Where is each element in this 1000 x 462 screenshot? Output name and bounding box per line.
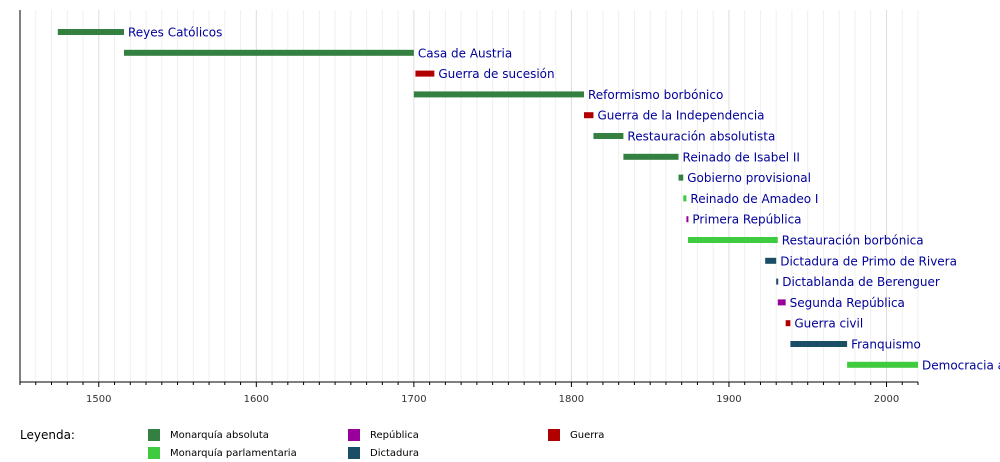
period-label: Restauración borbónica [782, 234, 924, 248]
period-bar [686, 216, 689, 223]
legend-label: Dictadura [370, 447, 419, 459]
legend-label: Monarquía parlamentaria [170, 447, 297, 459]
period-label: Segunda República [790, 296, 905, 310]
period-bar [413, 91, 585, 98]
period-bar [123, 49, 414, 56]
legend-item: República [348, 429, 419, 441]
legend-item: Dictadura [348, 447, 419, 459]
period-label: Primera República [692, 213, 801, 227]
period-label: Gobierno provisional [687, 171, 811, 185]
period-bar [415, 70, 435, 77]
x-tick-label: 1600 [244, 394, 269, 405]
period-bar [776, 278, 779, 285]
legend-swatch [348, 447, 360, 459]
period-bar [623, 153, 679, 160]
x-tick-label: 1900 [716, 394, 741, 405]
period-label: Reyes Católicos [128, 26, 222, 40]
legend-swatch [348, 429, 360, 441]
period-bar [687, 237, 778, 243]
period-label: Reinado de Isabel II [683, 150, 800, 164]
period-bar [584, 112, 594, 119]
legend-label: Monarquía absoluta [170, 429, 269, 441]
legend-item: Guerra [548, 429, 604, 441]
legend-item: Monarquía absoluta [148, 429, 269, 441]
period-label: Guerra de la Independencia [597, 109, 764, 123]
legend-label: Guerra [570, 429, 605, 441]
x-axis: 1500 1600 1700 1800 1900 2000 [19, 10, 919, 405]
legend-swatch [148, 429, 160, 441]
x-tick-label: 1500 [86, 394, 111, 405]
x-tick-label: 2000 [874, 394, 899, 405]
period-label: Dictablanda de Berenguer [782, 275, 940, 289]
period-label: Reformismo borbónico [588, 88, 723, 102]
period-label: Guerra civil [794, 317, 863, 331]
period-bar [765, 257, 777, 264]
period-label: Franquismo [851, 338, 921, 352]
period-bar [593, 133, 624, 139]
x-tick-label: 1800 [559, 394, 584, 405]
legend-item: Monarquía parlamentaria [148, 447, 297, 459]
period-bar [683, 195, 687, 202]
legend-swatch [548, 429, 560, 441]
period-label: Dictadura de Primo de Rivera [780, 254, 957, 268]
period-label: Restauración absolutista [627, 130, 775, 144]
period-label: Democracia a [922, 358, 1000, 372]
period-label: Guerra de sucesión [438, 67, 554, 81]
periods: Reyes Católicos Casa de Austria Guerra de … [57, 26, 1000, 372]
period-bar [57, 29, 124, 35]
timeline-chart: 1500 1600 1700 1800 1900 2000 Reyes Católicos… [19, 10, 1000, 405]
legend-swatch [148, 447, 160, 459]
period-bar [678, 174, 684, 181]
legend-title: Leyenda: [20, 428, 75, 442]
period-label: Casa de Austria [418, 46, 512, 60]
period-bar [790, 341, 848, 347]
x-tick-label: 1700 [401, 394, 426, 405]
period-bar [777, 299, 786, 306]
period-bar [785, 320, 791, 327]
legend-label: República [370, 429, 419, 441]
grid [19, 10, 919, 382]
period-bar [847, 361, 918, 368]
period-label: Reinado de Amadeo I [690, 192, 818, 206]
